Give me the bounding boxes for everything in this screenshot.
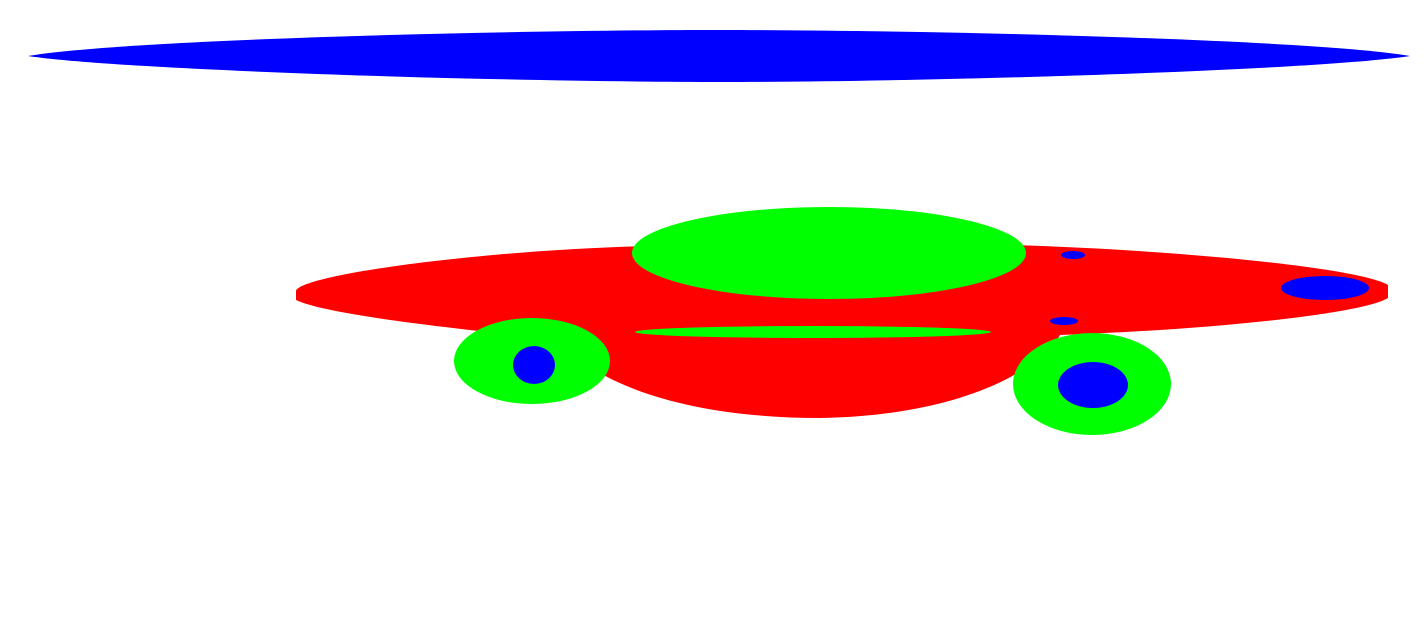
car-roof: [632, 207, 1026, 299]
rear-wheel-hub: [513, 346, 555, 384]
headlight: [1281, 276, 1369, 300]
top-blue-band: [28, 30, 1410, 82]
car-window-strip: [635, 326, 991, 338]
front-wheel-hub: [1058, 362, 1128, 408]
top-small-light: [1061, 251, 1085, 259]
middle-small-light: [1050, 317, 1078, 325]
